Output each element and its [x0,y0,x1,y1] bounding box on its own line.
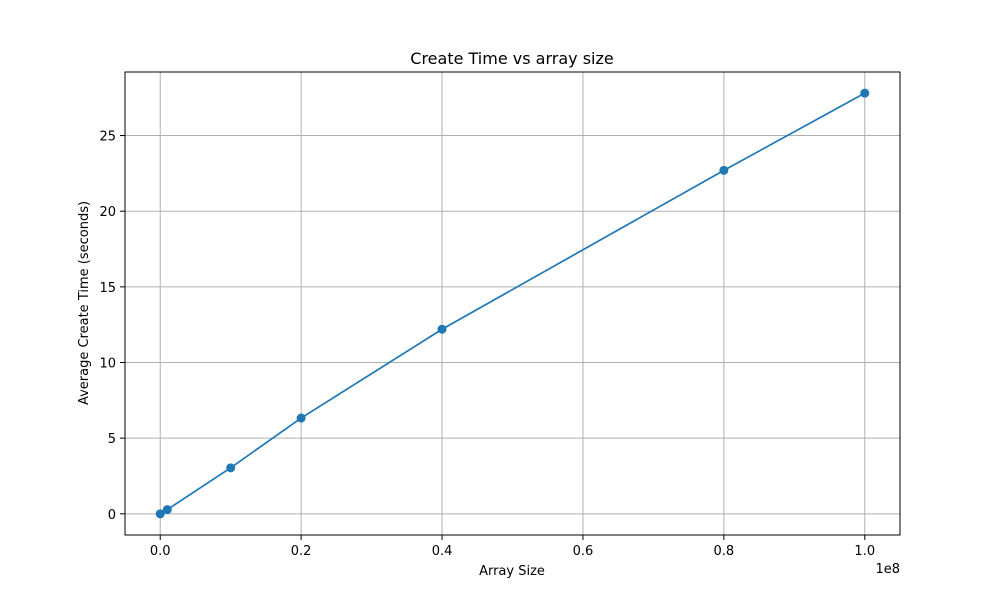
y-tick-label: 0 [108,508,116,523]
data-point [437,324,447,334]
y-tick-label: 20 [99,205,116,220]
y-tick-label: 10 [99,357,116,372]
chart-title: Create Time vs array size [410,49,613,68]
series-layer [155,88,870,519]
x-tick-label: 0.6 [573,544,594,559]
x-axis-label: Array Size [479,564,545,579]
grid [125,72,900,535]
data-point [226,463,236,473]
y-tick-label: 25 [99,130,116,145]
data-point [162,505,172,515]
data-point [155,509,165,519]
plot-frame [124,71,901,536]
data-point [296,413,306,423]
data-point [719,165,729,175]
series-line [159,92,866,515]
x-tick-label: 1.0 [854,544,875,559]
x-tick-label: 0.4 [432,544,453,559]
y-tick-label: 5 [108,432,116,447]
y-axis: 0 5 10 15 20 25 [99,130,125,523]
x-axis: 0.0 0.2 0.4 0.6 0.8 1.0 [150,535,875,559]
y-axis-label: Average Create Time (seconds) [77,201,92,405]
x-tick-label: 0.8 [714,544,735,559]
x-tick-label: 0.0 [150,544,171,559]
y-tick-label: 15 [99,281,116,296]
data-point [860,88,870,98]
x-axis-offset-label: 1e8 [875,562,900,577]
x-tick-label: 0.2 [291,544,312,559]
